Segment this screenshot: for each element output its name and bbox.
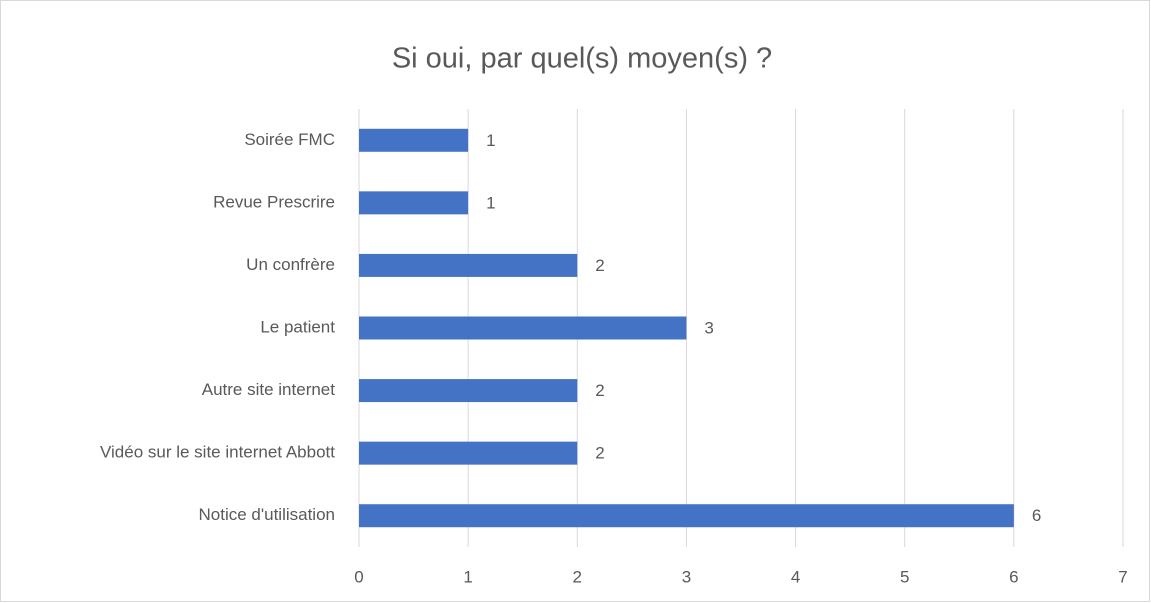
data-label: 6 <box>1032 506 1041 525</box>
y-tick-label: Un confrère <box>246 255 335 274</box>
bar <box>359 128 469 152</box>
x-tick-label: 7 <box>1118 567 1127 586</box>
chart-title: Si oui, par quel(s) moyen(s) ? <box>392 43 772 75</box>
bar <box>359 191 469 215</box>
data-label: 2 <box>595 444 604 463</box>
data-label: 3 <box>704 318 713 337</box>
bar <box>359 441 578 465</box>
x-tick-label: 6 <box>1009 567 1018 586</box>
data-label: 1 <box>486 131 495 150</box>
y-tick-label: Le patient <box>260 317 335 336</box>
bar <box>359 379 578 403</box>
y-tick-label: Soirée FMC <box>244 130 335 149</box>
bar <box>359 316 687 340</box>
y-tick-label: Notice d'utilisation <box>199 505 335 524</box>
x-tick-label: 2 <box>573 567 582 586</box>
data-label: 1 <box>486 193 495 212</box>
x-tick-label: 0 <box>354 567 363 586</box>
x-tick-label: 5 <box>900 567 909 586</box>
bar <box>359 253 578 277</box>
x-tick-label: 1 <box>463 567 472 586</box>
x-tick-label: 3 <box>682 567 691 586</box>
y-tick-label: Vidéo sur le site internet Abbott <box>100 443 335 462</box>
data-label: 2 <box>595 256 604 275</box>
y-tick-label: Revue Prescrire <box>213 192 335 211</box>
y-tick-label: Autre site internet <box>202 380 336 399</box>
x-tick-label: 4 <box>791 567 800 586</box>
bar <box>359 504 1014 528</box>
data-label: 2 <box>595 381 604 400</box>
